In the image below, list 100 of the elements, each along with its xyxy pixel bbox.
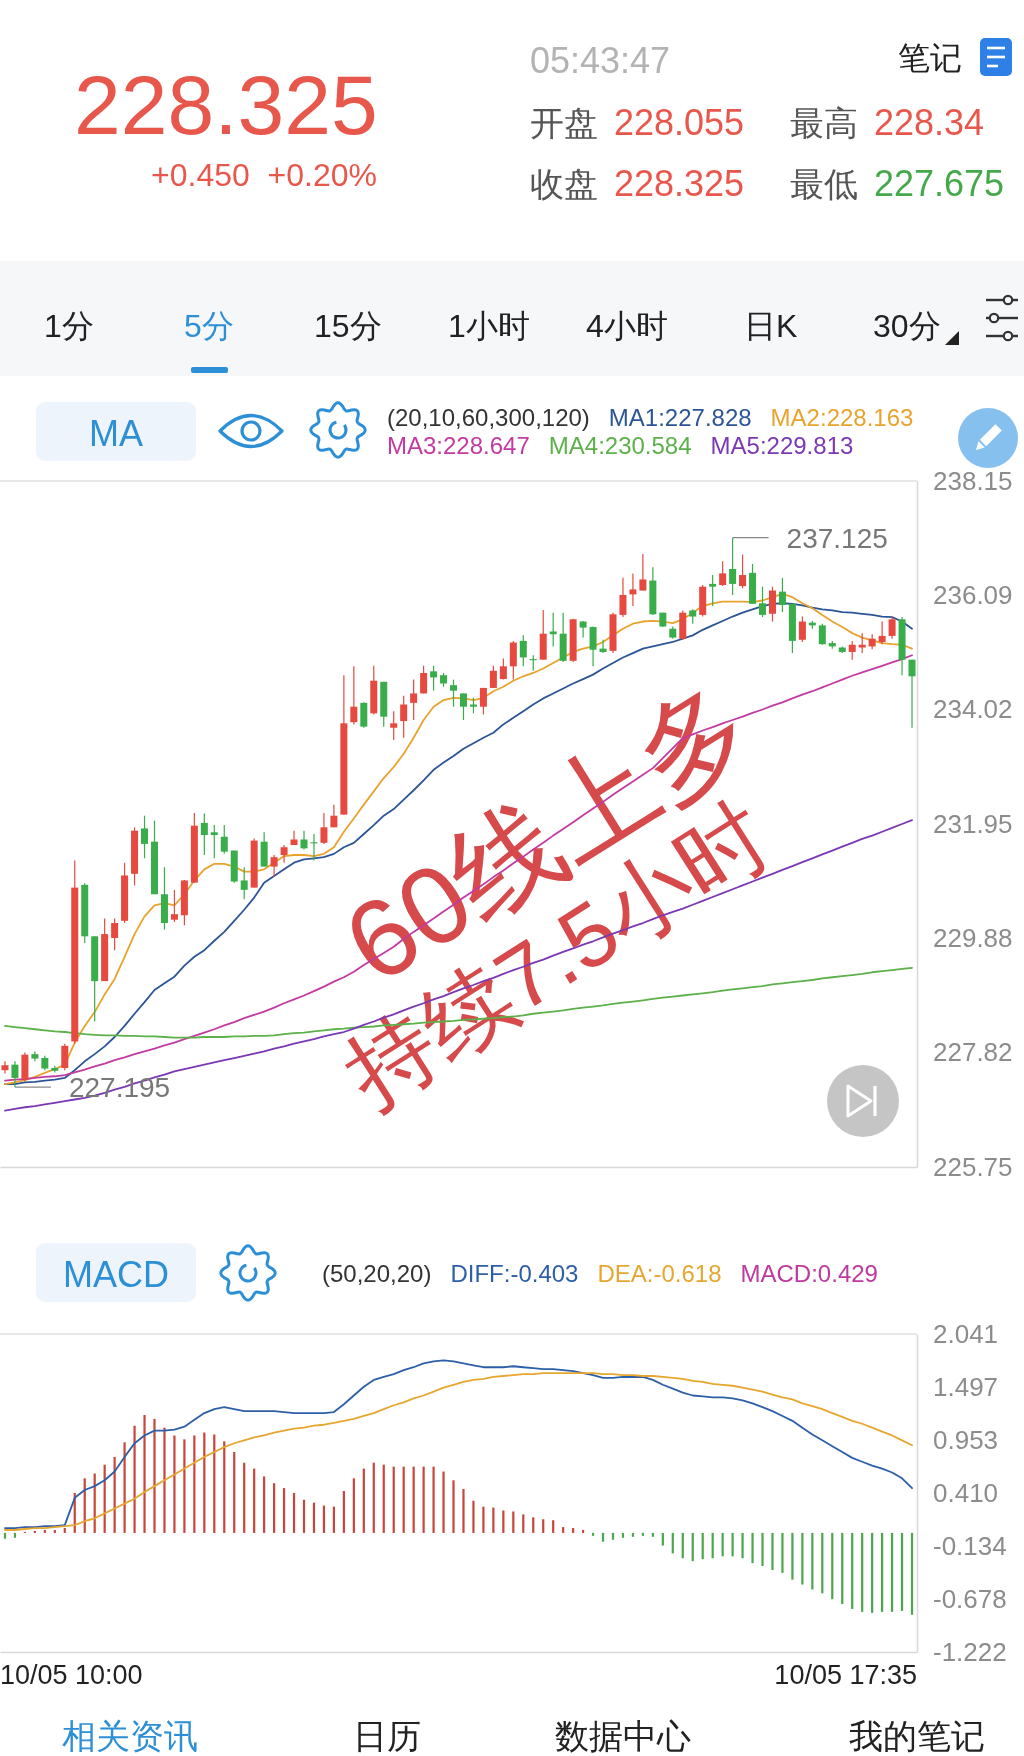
candlestick [499,657,507,681]
bar [472,1500,475,1533]
candlestick [420,665,428,695]
candlestick [778,577,786,613]
legend-title: (20,10,60,300,120) [387,404,590,431]
y-tick-label: 231.95 [933,808,1013,839]
bar [432,1466,435,1533]
y-tick-label: -0.134 [933,1530,1007,1561]
text: DEA:-0.618 [597,1260,722,1287]
bar [193,1435,196,1533]
candlestick [619,577,627,618]
text: 228.34 [874,102,985,143]
text: 最低 [790,165,858,203]
bar [352,1478,355,1533]
candlestick [629,572,637,607]
candlestick [170,889,178,923]
candlestick [549,612,557,648]
candlestick [141,815,149,859]
bar [482,1506,485,1533]
bar [462,1489,465,1533]
bar [382,1464,385,1533]
candlestick [848,640,856,661]
candlestick [320,812,328,845]
bar [312,1502,316,1533]
bar [761,1532,764,1567]
bar [581,1529,585,1533]
candlestick [350,665,358,726]
bar [123,1442,126,1533]
y-tick-label: 0.953 [933,1424,999,1455]
text: MA2:228.163 [770,404,914,431]
candlestick [390,710,398,741]
bar [890,1532,894,1612]
bar [552,1520,555,1533]
bar [611,1532,615,1540]
candlestick [489,665,497,689]
bar [3,1532,7,1539]
chart-title: MACD [63,1254,169,1295]
bar [831,1532,834,1600]
text: 228.325 [614,163,745,204]
bar [253,1468,256,1533]
annotation: 237.125 [786,522,888,554]
bar [900,1532,904,1611]
text: MA3:228.647 [387,432,530,459]
bar [701,1532,704,1560]
text: 227.675 [874,163,1005,204]
bar [512,1511,515,1533]
bar [841,1532,844,1605]
bar [412,1466,415,1533]
text: 相关资讯 [62,1717,198,1755]
candlestick [878,620,886,645]
bar [322,1505,326,1533]
bar [273,1483,276,1533]
bar [362,1468,365,1533]
bar [233,1452,236,1533]
bar [601,1532,605,1542]
bar [771,1532,774,1570]
bar [452,1480,455,1533]
bar [342,1491,345,1533]
candlestick [111,918,119,951]
text: 日K [744,308,798,344]
candlestick [729,537,737,596]
bar [63,1528,66,1533]
text: +0.450 +0.20% [151,157,377,193]
candlestick [430,665,438,692]
candlestick [818,623,826,646]
text: MACD:0.429 [740,1260,878,1287]
candlestick [519,634,527,667]
bar [173,1435,176,1533]
bar [442,1471,445,1533]
bar [282,1488,286,1533]
bar [731,1532,734,1557]
candlestick [719,560,727,587]
bar [163,1427,166,1533]
text: 日历 [353,1717,421,1755]
candlestick [459,692,467,721]
text: 我的笔记 [849,1717,985,1755]
candlestick [280,844,288,864]
y-tick-label: 229.88 [933,923,1013,954]
y-tick-label: 0.410 [933,1477,999,1508]
bar [721,1532,724,1557]
bar [522,1514,525,1533]
bar [332,1506,336,1533]
bar [243,1462,246,1533]
y-tick-label: 2.041 [933,1318,999,1349]
bar [621,1532,625,1538]
text: 15分 [314,308,382,344]
text: 05:43:47 [530,40,671,81]
bar [801,1532,804,1585]
y-tick-label: 236.09 [933,579,1013,610]
text: 1分 [44,308,94,344]
bar [910,1532,914,1615]
text: 10/05 17:35 [774,1660,917,1690]
bar [691,1532,694,1562]
text: 开盘 [530,104,598,142]
candlestick [400,695,408,739]
text: DIFF:-0.403 [450,1260,579,1287]
candlestick [589,625,597,667]
text: 4小时 [586,308,668,344]
y-tick-label: -0.678 [933,1583,1007,1614]
bar [871,1532,874,1613]
